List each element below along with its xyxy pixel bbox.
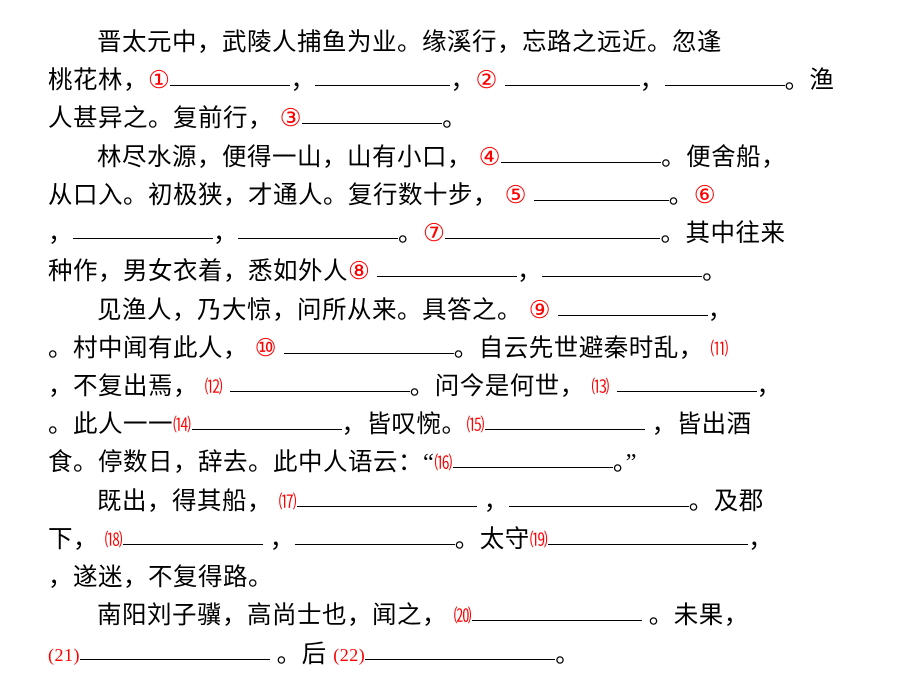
text: 。其中往来 bbox=[660, 220, 785, 247]
text: 。 bbox=[669, 182, 694, 209]
text: 。” bbox=[613, 449, 637, 476]
marker-19: ⒆ bbox=[530, 530, 549, 550]
text: ， bbox=[270, 526, 295, 553]
blank-18b[interactable] bbox=[295, 519, 455, 545]
blank-1b[interactable] bbox=[315, 61, 450, 87]
text: 见渔人，乃大惊，问所从来。具答之。 bbox=[97, 297, 522, 324]
marker-2: ② bbox=[475, 67, 497, 94]
marker-5: ⑤ bbox=[505, 182, 527, 209]
text: ， bbox=[484, 488, 509, 515]
blank-12[interactable] bbox=[230, 366, 410, 392]
marker-16: ⒃ bbox=[434, 453, 453, 473]
marker-14: ⒁ bbox=[173, 415, 192, 435]
blank-4[interactable] bbox=[501, 137, 661, 163]
text: 桃花林， bbox=[48, 67, 148, 94]
blank-6b[interactable] bbox=[238, 214, 398, 240]
blank-2a[interactable] bbox=[505, 61, 640, 87]
blank-8a[interactable] bbox=[377, 252, 517, 278]
marker-13: ⒀ bbox=[591, 377, 610, 397]
marker-18: ⒅ bbox=[105, 530, 124, 550]
text: ， bbox=[48, 220, 73, 247]
marker-10: ⑩ bbox=[255, 335, 277, 362]
marker-12: ⑿ bbox=[205, 377, 224, 397]
marker-8: ⑧ bbox=[348, 258, 370, 285]
marker-21: (21) bbox=[48, 645, 80, 665]
text: ，遂迷，不复得路。 bbox=[48, 564, 273, 591]
text: 。及郡 bbox=[689, 488, 764, 515]
blank-5[interactable] bbox=[534, 175, 669, 201]
marker-3: ③ bbox=[280, 105, 302, 132]
text: ， bbox=[757, 373, 782, 400]
blank-21[interactable] bbox=[80, 634, 270, 660]
blank-14[interactable] bbox=[192, 405, 342, 431]
blank-1a[interactable] bbox=[170, 61, 290, 87]
text: 。问今是何世， bbox=[410, 373, 585, 400]
blank-8b[interactable] bbox=[542, 252, 702, 278]
blank-22[interactable] bbox=[365, 634, 555, 660]
text: 晋太元中，武陵人捕鱼为业。缘溪行，忘路之远近。忽逢 bbox=[97, 29, 722, 56]
text: 人甚异之。复前行， bbox=[48, 105, 273, 132]
text: 。 bbox=[702, 258, 727, 285]
text: 。村中闻有此人， bbox=[48, 335, 248, 362]
text: 下， bbox=[48, 526, 98, 553]
blank-3[interactable] bbox=[302, 99, 442, 125]
blank-19[interactable] bbox=[548, 519, 748, 545]
text: 林尽水源，便得一山，山有小口， bbox=[97, 144, 472, 171]
blank-16[interactable] bbox=[453, 443, 613, 469]
marker-17: ⒄ bbox=[279, 492, 298, 512]
marker-11: ⑾ bbox=[710, 339, 729, 359]
blank-10[interactable] bbox=[284, 328, 454, 354]
blank-18a[interactable] bbox=[123, 519, 263, 545]
text: 南阳刘子骥，高尚士也，闻之， bbox=[97, 602, 447, 629]
marker-1: ① bbox=[148, 67, 170, 94]
text: 。自云先世避秦时乱， bbox=[454, 335, 704, 362]
marker-22: (22) bbox=[333, 645, 365, 665]
marker-9: ⑨ bbox=[529, 297, 551, 324]
text: 。未果， bbox=[649, 602, 749, 629]
text: 从口入。初极狭，才通人。复行数十步， bbox=[48, 182, 498, 209]
text: 。便舍船， bbox=[661, 144, 786, 171]
text: ，不复出焉， bbox=[48, 373, 198, 400]
blank-2b[interactable] bbox=[665, 61, 785, 87]
text: 。后 bbox=[277, 641, 327, 668]
text: ， bbox=[708, 297, 733, 324]
text: ， bbox=[290, 67, 315, 94]
text: ， bbox=[748, 526, 773, 553]
marker-15: ⒂ bbox=[467, 415, 486, 435]
marker-20: ⒇ bbox=[454, 606, 473, 626]
text: ， bbox=[213, 220, 238, 247]
blank-6a[interactable] bbox=[73, 214, 213, 240]
marker-4: ④ bbox=[479, 144, 501, 171]
text: 既出，得其船， bbox=[97, 488, 272, 515]
text: 。渔 bbox=[785, 67, 835, 94]
marker-7: ⑦ bbox=[423, 220, 445, 247]
blank-17b[interactable] bbox=[509, 481, 689, 507]
blank-7[interactable] bbox=[445, 214, 660, 240]
text: 。太守 bbox=[455, 526, 530, 553]
text: ， bbox=[450, 67, 475, 94]
text: 。 bbox=[555, 641, 580, 668]
text: 。此人一一 bbox=[48, 411, 173, 438]
blank-20[interactable] bbox=[472, 596, 642, 622]
blank-13a[interactable] bbox=[617, 366, 757, 392]
marker-6: ⑥ bbox=[694, 182, 716, 209]
text: 种作，男女衣着，悉如外人 bbox=[48, 258, 348, 285]
passage-container: 晋太元中，武陵人捕鱼为业。缘溪行，忘路之远近。忽逢 桃花林，①，，② ，。渔 人… bbox=[0, 0, 920, 698]
blank-9a[interactable] bbox=[558, 290, 708, 316]
text: ， bbox=[640, 67, 665, 94]
text: ，皆出酒 bbox=[652, 411, 752, 438]
blank-15[interactable] bbox=[485, 405, 645, 431]
text: 食。停数日，辞去。此中人语云：“ bbox=[48, 449, 434, 476]
blank-17a[interactable] bbox=[297, 481, 477, 507]
text: ， bbox=[517, 258, 542, 285]
text: ，皆叹惋。 bbox=[342, 411, 467, 438]
text: 。 bbox=[398, 220, 423, 247]
text: 。 bbox=[442, 105, 467, 132]
